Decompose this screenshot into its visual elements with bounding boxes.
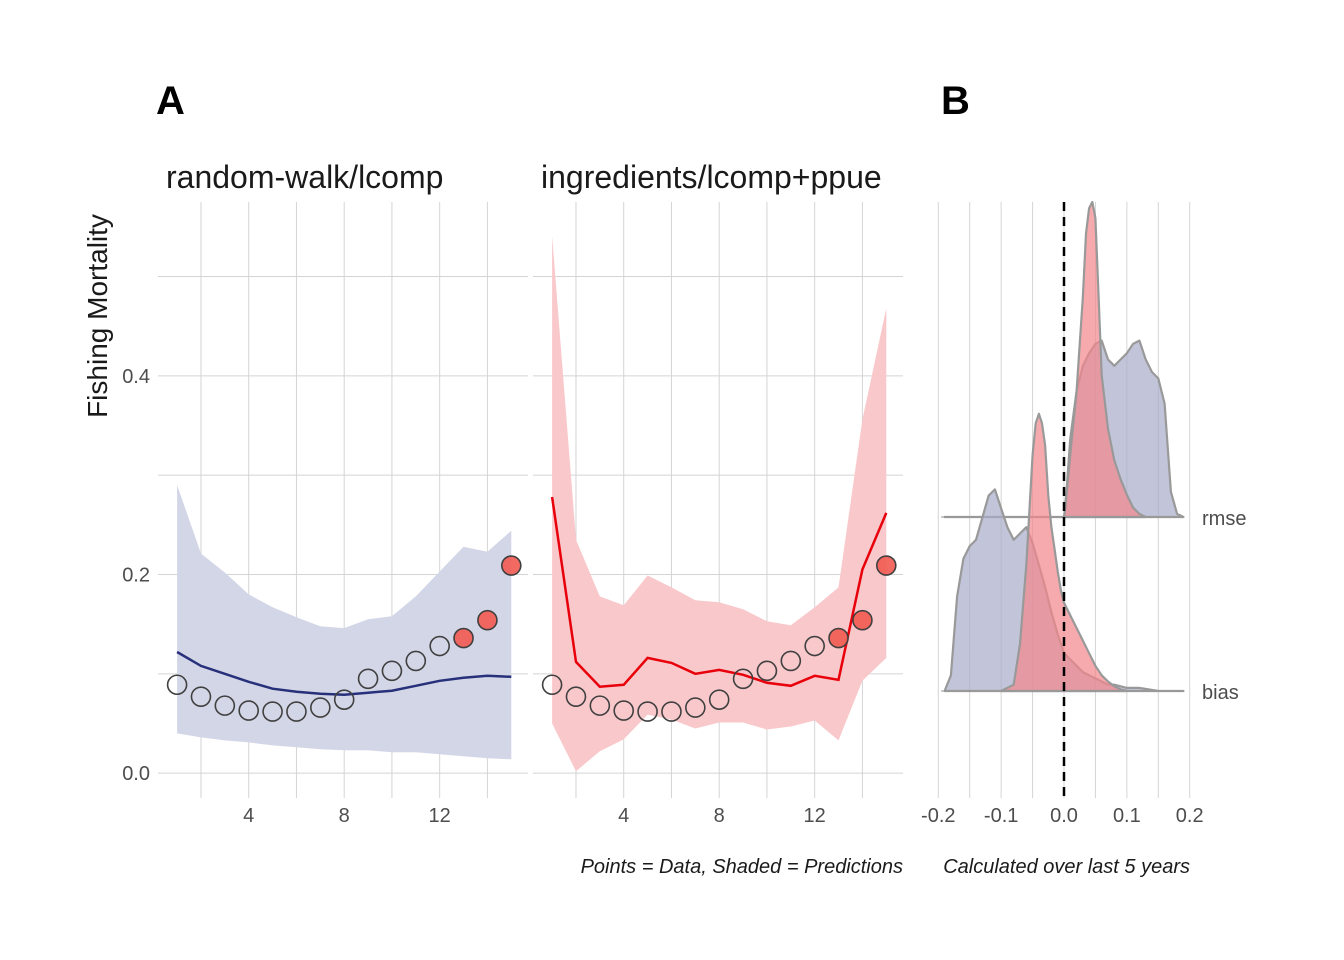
prediction-band: [552, 235, 887, 772]
data-point: [541, 674, 563, 696]
x-tick-label: 8: [339, 805, 350, 827]
x-tick-label: 4: [243, 805, 254, 827]
data-point-filled: [477, 609, 498, 631]
caption-left: Points = Data, Shaded = Predictions: [581, 856, 903, 878]
panel-density: bias rmse -0.2 -0.1 0.0 0.1 0.2: [921, 200, 1246, 827]
ridge-label-bias: bias: [1202, 682, 1239, 704]
data-point: [381, 660, 403, 682]
data-point-filled: [500, 555, 522, 576]
data-point: [262, 701, 283, 722]
x-tick-label: -0.1: [984, 805, 1018, 827]
y-axis-label: Fishing Mortality: [82, 214, 113, 418]
data-point: [565, 686, 587, 707]
x-tick-label: -0.2: [921, 805, 955, 827]
data-point: [685, 697, 706, 718]
data-point: [333, 689, 355, 710]
prediction-band: [177, 485, 512, 760]
data-point: [286, 701, 307, 722]
data-point: [732, 668, 754, 690]
data-point-filled: [875, 555, 897, 576]
facet-title-ingredients: ingredients/lcomp+ppue: [541, 159, 882, 195]
x-tick-label: 0.2: [1176, 805, 1204, 827]
panel-label-b: B: [941, 79, 970, 123]
y-tick-label: 0.2: [122, 565, 150, 587]
density-bias-red: [1000, 412, 1128, 693]
data-point: [756, 660, 778, 682]
x-tick-label: 0.0: [1050, 805, 1078, 827]
data-point: [357, 668, 379, 690]
prediction-line: [176, 650, 512, 696]
data-point: [238, 700, 260, 721]
x-tick-label: 12: [804, 805, 826, 827]
data-point: [780, 650, 802, 672]
y-tick-label: 0.0: [122, 763, 150, 785]
data-point-filled: [828, 627, 849, 649]
data-point: [637, 701, 658, 722]
density-rmse-red: [1062, 200, 1147, 519]
panel-random-walk: 4 8 12 0.0 0.2 0.4: [122, 202, 528, 827]
data-point: [804, 635, 825, 657]
data-point: [190, 686, 212, 707]
x-tick-label: 8: [714, 805, 725, 827]
panel-label-a: A: [156, 79, 185, 123]
data-point: [429, 635, 450, 657]
x-tick-label: 4: [618, 805, 629, 827]
data-point: [310, 697, 331, 718]
x-tick-label: 0.1: [1113, 805, 1141, 827]
y-tick-label: 0.4: [122, 366, 150, 388]
data-point: [708, 689, 730, 710]
caption-right: Calculated over last 5 years: [943, 856, 1190, 878]
data-point: [214, 695, 236, 716]
prediction-line: [550, 496, 888, 688]
facet-title-random-walk: random-walk/lcomp: [166, 159, 443, 195]
data-point: [405, 650, 427, 672]
data-point: [166, 674, 188, 696]
data-point-filled: [852, 609, 873, 631]
panel-ingredients: 4 8 12: [533, 202, 903, 827]
x-tick-label: 12: [429, 805, 451, 827]
data-point: [589, 695, 611, 716]
data-point: [661, 701, 682, 722]
ridge-label-rmse: rmse: [1202, 508, 1246, 530]
data-point-filled: [453, 627, 474, 649]
data-point: [613, 700, 635, 721]
